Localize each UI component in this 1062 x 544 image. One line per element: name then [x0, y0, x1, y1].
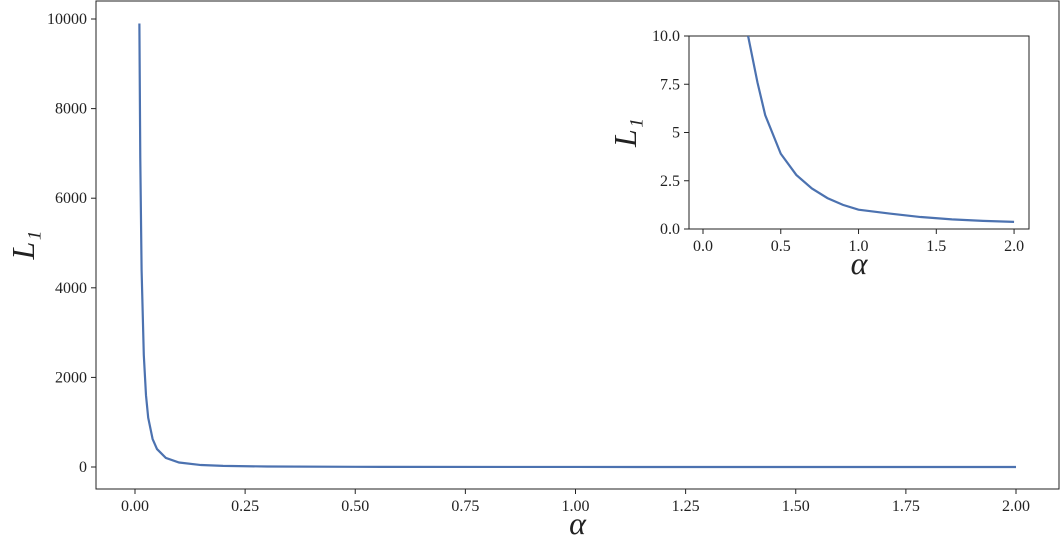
curve — [747, 36, 1015, 223]
x-tick-label: 2.0 — [1004, 238, 1024, 255]
y-tick-label: 6000 — [55, 190, 87, 207]
x-tick-label: 2.00 — [1002, 498, 1030, 515]
x-tick-label: 0.50 — [341, 498, 369, 515]
y-tick-label: 10.0 — [652, 28, 680, 45]
y-tick-label: 0.0 — [660, 221, 680, 238]
x-tick-label: 1.50 — [782, 498, 810, 515]
y-tick-label: 4000 — [55, 280, 87, 297]
x-axis-label: α — [851, 245, 869, 281]
y-tick-label: 2000 — [55, 369, 87, 386]
y-axis-label: L₁ — [5, 231, 41, 261]
x-tick-label: 0.0 — [693, 238, 713, 255]
x-tick-label: 1.0 — [849, 238, 869, 255]
y-axis-label: L₁ — [607, 118, 643, 148]
x-tick-label: 0.00 — [121, 498, 149, 515]
curve — [138, 23, 1017, 469]
x-axis-label: α — [569, 505, 587, 541]
y-tick-label: 7.5 — [660, 76, 680, 93]
y-tick-label: 10000 — [47, 11, 87, 28]
plot-area — [688, 35, 1030, 230]
y-tick-label: 0 — [79, 459, 87, 476]
x-tick-label: 1.25 — [672, 498, 700, 515]
x-tick-label: 0.5 — [771, 238, 791, 255]
x-tick-label: 1.00 — [561, 498, 589, 515]
x-tick-label: 0.75 — [451, 498, 479, 515]
y-tick-label: 8000 — [55, 101, 87, 118]
x-tick-label: 0.25 — [231, 498, 259, 515]
x-tick-label: 1.5 — [926, 238, 946, 255]
y-tick-label: 5 — [672, 125, 680, 142]
y-tick-label: 2.5 — [660, 173, 680, 190]
x-tick-label: 1.75 — [892, 498, 920, 515]
